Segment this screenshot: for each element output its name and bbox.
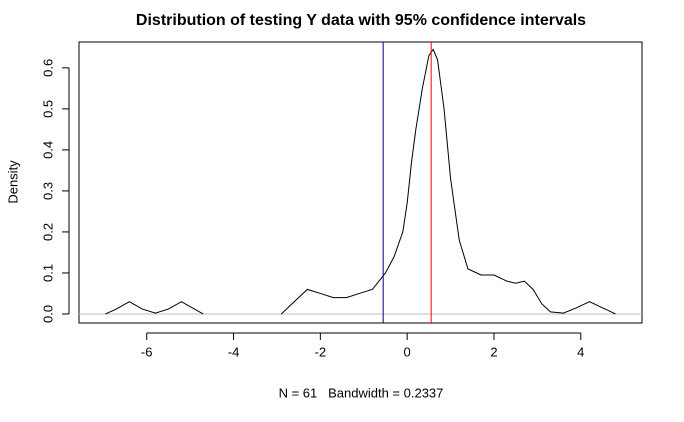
y-tick-label: 0.3 xyxy=(40,182,55,200)
x-tick-label: -4 xyxy=(228,344,240,359)
y-tick-label: 0.6 xyxy=(40,59,55,77)
y-tick-label: 0.5 xyxy=(40,100,55,118)
x-tick-label: 2 xyxy=(490,344,497,359)
y-tick-label: 0.2 xyxy=(40,223,55,241)
y-axis-label: Density xyxy=(5,160,20,204)
y-tick-label: 0.0 xyxy=(40,305,55,323)
plot-box xyxy=(78,41,643,324)
y-tick-label: 0.1 xyxy=(40,264,55,282)
y-tick-label: 0.4 xyxy=(40,141,55,159)
x-tick-label: 0 xyxy=(404,344,411,359)
density-curve xyxy=(105,48,616,315)
x-tick-label: 4 xyxy=(577,344,584,359)
x-axis-label: N = 61 Bandwidth = 0.2337 xyxy=(279,385,444,400)
x-tick-label: -2 xyxy=(315,344,327,359)
chart-title: Distribution of testing Y data with 95% … xyxy=(136,12,586,29)
x-tick-label: -6 xyxy=(141,344,153,359)
